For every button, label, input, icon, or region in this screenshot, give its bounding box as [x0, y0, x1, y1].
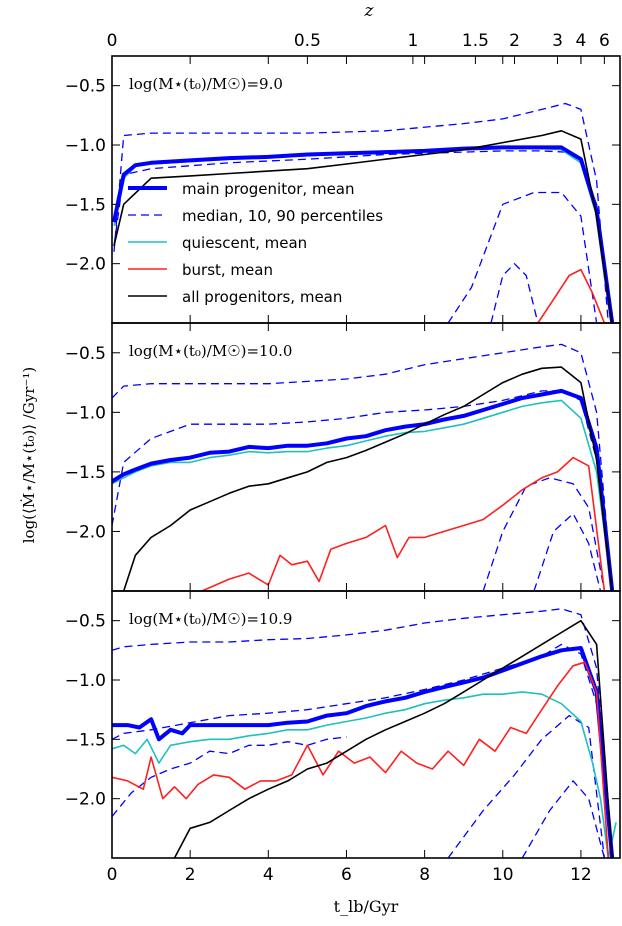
x-tick-label: 10: [492, 865, 514, 885]
series-line-all-progenitors-mean: [173, 619, 613, 858]
series-line-median-10-90-percentiles: [482, 477, 606, 591]
legend-label: quiescent, mean: [182, 234, 307, 252]
series-line-burst-mean: [201, 456, 606, 591]
top-tick-label: 1: [407, 31, 418, 51]
panel-mass-10-0: −0.5 −1.0 −1.5 −2.0 log(M⋆(t₀)/M☉)=10.0: [65, 322, 621, 592]
series-line-median-10-90-percentiles: [113, 102, 609, 323]
top-tick-label: 6: [599, 31, 610, 51]
series-line-main-progenitor-mean: [112, 388, 615, 591]
series-line-burst-mean: [537, 268, 606, 323]
y-tick-label: −0.5: [65, 77, 106, 97]
series-line-quiescent-mean: [112, 691, 617, 858]
panel-label: log(M⋆(t₀)/M☉)=10.0: [129, 342, 292, 360]
legend-label: all progenitors, mean: [182, 288, 342, 306]
x-tick-label: 12: [570, 865, 592, 885]
top-tick-label: 4: [576, 31, 587, 51]
series-line-main-progenitor-mean: [112, 145, 615, 323]
panel-frame: [111, 590, 621, 859]
top-tick-label: 2: [509, 31, 520, 51]
series-line-burst-mean: [112, 661, 610, 858]
top-axis-label: z: [364, 1, 375, 21]
x-axis-label: t_lb/Gyr: [334, 897, 399, 916]
series-line-quiescent-mean: [112, 399, 613, 591]
y-tick-label: −2.0: [65, 255, 106, 275]
series-line-main-progenitor-mean: [112, 646, 615, 858]
y-tick-label: −1.0: [65, 671, 106, 691]
x-tick-label: 2: [185, 865, 196, 885]
legend-label: burst, mean: [182, 261, 273, 279]
series-line-median-10-90-percentiles: [112, 343, 613, 591]
series-line-median-10-90-percentiles: [447, 714, 606, 858]
series-line-median-10-90-percentiles: [521, 780, 606, 858]
series-line-median-10-90-percentiles: [447, 191, 598, 323]
series-line-median-10-90-percentiles: [112, 608, 613, 858]
y-tick-label: −0.5: [65, 612, 106, 632]
y-tick-label: −1.0: [65, 403, 106, 423]
series-line-median-10-90-percentiles: [112, 390, 613, 591]
y-tick-label: −0.5: [65, 344, 106, 364]
y-tick-label: −1.5: [65, 195, 106, 215]
legend-label: main progenitor, mean: [182, 180, 355, 198]
y-axis-label: log(⟨Ṁ⋆/M⋆(t₀)⟩ /Gyr⁻¹): [20, 367, 38, 544]
series-line-median-10-90-percentiles: [490, 263, 539, 323]
panel-label: log(M⋆(t₀)/M☉)=9.0: [129, 75, 283, 93]
series-line-all-progenitors-mean: [113, 130, 613, 323]
x-tick-label: 6: [341, 865, 352, 885]
series-line-all-progenitors-mean: [122, 366, 613, 591]
x-tick-label: 4: [263, 865, 274, 885]
panel-mass-10-9: −0.5 −1.0 −1.5 −2.0 0 2 4 6 8 10 12 log(M⋆(t₀)/M☉)=…: [65, 590, 621, 885]
top-tick-label: 0: [107, 31, 118, 51]
legend-label: median, 10, 90 percentiles: [182, 207, 383, 225]
series-line-median-10-90-percentiles: [112, 736, 347, 817]
y-tick-label: −1.5: [65, 463, 106, 483]
x-tick-label: 0: [107, 865, 118, 885]
y-tick-label: −2.0: [65, 522, 106, 542]
y-tick-label: −1.0: [65, 136, 106, 156]
legend: main progenitor, mean median, 10, 90 perc…: [128, 180, 383, 306]
series-line-median-10-90-percentiles: [533, 512, 602, 591]
panel-label: log(M⋆(t₀)/M☉)=10.9: [129, 610, 292, 628]
top-tick-label: 1.5: [462, 31, 489, 51]
y-tick-label: −2.0: [65, 790, 106, 810]
top-tick-label: 3: [552, 31, 563, 51]
top-axis-ticks: 0 0.5 1 1.5 2 3 4 6: [107, 31, 610, 64]
panel-mass-9-0: −0.5 −1.0 −1.5 −2.0 log(M⋆(t₀)/M☉)=9.0: [65, 55, 621, 324]
series-line-median-10-90-percentiles: [112, 643, 613, 858]
top-tick-label: 0.5: [294, 31, 321, 51]
x-tick-label: 8: [419, 865, 430, 885]
y-tick-label: −1.5: [65, 730, 106, 750]
